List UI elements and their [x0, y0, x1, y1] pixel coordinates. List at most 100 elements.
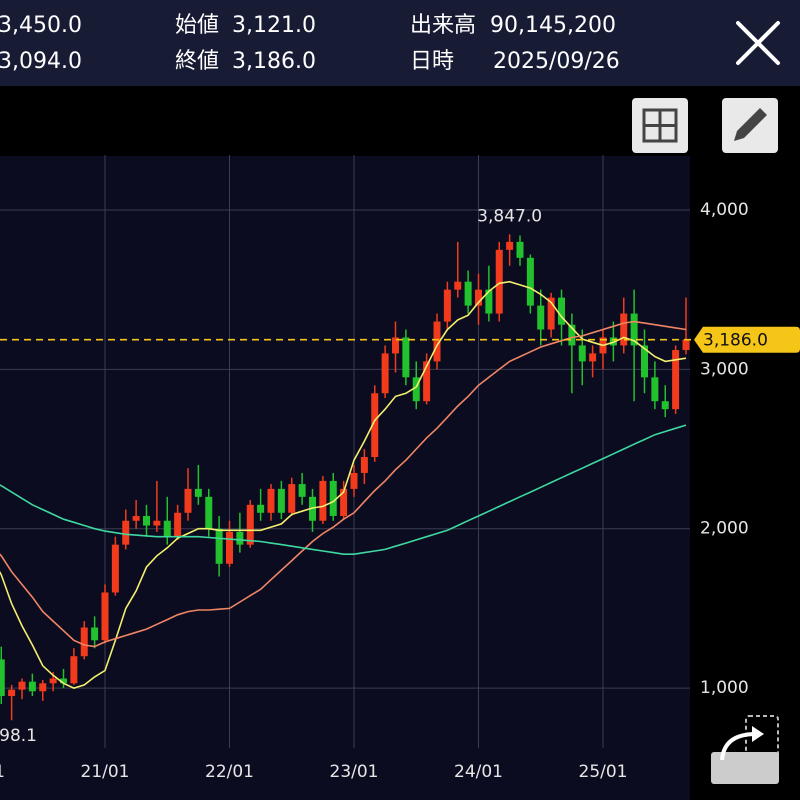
- y-tick-label: 3,000: [700, 359, 749, 379]
- candle-body: [672, 350, 680, 410]
- candle-body: [475, 289, 482, 306]
- y-tick-label: 1,000: [700, 678, 749, 698]
- candle-body: [39, 683, 47, 692]
- candle-body: [526, 257, 534, 306]
- candle-body: [578, 345, 586, 362]
- candle-body: [8, 689, 16, 697]
- candle-body: [433, 321, 441, 362]
- plot: 1,000 2,000 3,000 4,000 20/01 21/01 22/01 23/01…: [0, 155, 800, 782]
- moving-average-line: [0, 280, 687, 689]
- candle-body: [589, 353, 597, 362]
- candle-body: [80, 627, 88, 657]
- x-tick-label: 21/01: [81, 762, 130, 782]
- candle-body: [236, 531, 244, 545]
- rotate-button[interactable]: [711, 715, 779, 784]
- candle-body: [661, 401, 669, 410]
- candle-body: [101, 592, 109, 641]
- last-price-badge: [694, 326, 800, 353]
- candle-body: [226, 531, 233, 564]
- volume-label: 出来高: [410, 13, 476, 38]
- candle-body: [630, 313, 638, 346]
- open-value: 3,121.0: [232, 13, 316, 38]
- candle-body: [423, 361, 431, 402]
- candle-body: [257, 504, 265, 513]
- candle-body: [132, 515, 140, 521]
- candle-body: [537, 305, 545, 330]
- y-tick-label: 4,000: [700, 200, 749, 220]
- volume-value: 90,145,200: [490, 13, 616, 38]
- candle-body: [485, 289, 493, 314]
- candle-body: [205, 496, 213, 529]
- candle-body: [620, 313, 628, 346]
- candle-body: [91, 627, 99, 641]
- moving-average-line: [0, 320, 687, 648]
- candle-body: [70, 656, 78, 684]
- candle-body: [163, 520, 171, 537]
- date-label: 日時: [410, 49, 454, 74]
- last-price-label: 3,186.0: [703, 331, 768, 351]
- candle-body: [143, 515, 150, 526]
- candle-body: [288, 484, 296, 513]
- candle-body: [392, 337, 399, 354]
- candle-body: [174, 512, 182, 537]
- candle-body: [402, 337, 410, 378]
- candle-body: [329, 480, 337, 516]
- candle-body: [495, 249, 503, 314]
- draw-button[interactable]: [722, 98, 778, 153]
- close-label: 終値: [175, 49, 219, 74]
- candle-body: [122, 520, 130, 545]
- candle-body: [568, 324, 576, 346]
- low-value: 3,094.0: [0, 49, 82, 74]
- candle-body: [412, 377, 420, 402]
- candle-body: [454, 281, 462, 290]
- candle-body: [516, 241, 524, 258]
- y-tick-label: 2,000: [700, 519, 749, 539]
- candle-body: [350, 472, 358, 489]
- candle-body: [267, 488, 275, 513]
- candle-body: [319, 480, 327, 521]
- candle-body: [277, 488, 285, 513]
- x-tick-label: 22/01: [205, 762, 254, 782]
- candle-body: [651, 377, 659, 402]
- trough-label: 798.1: [0, 726, 37, 746]
- candle-body: [194, 488, 202, 497]
- x-tick-label: 25/01: [579, 762, 628, 782]
- open-label: 始値: [175, 13, 219, 38]
- candle-body: [443, 289, 451, 322]
- candle-body: [558, 297, 565, 325]
- candle-body: [28, 681, 36, 692]
- x-tick-label: 24/01: [454, 762, 503, 782]
- candle-body: [246, 504, 254, 545]
- date-value: 2025/09/26: [493, 49, 620, 74]
- moving-average-line: [0, 424, 687, 555]
- candle-body: [18, 681, 26, 690]
- peak-label: 3,847.0: [477, 206, 542, 226]
- candle-body: [641, 345, 648, 378]
- candle-body: [506, 241, 514, 250]
- axis-area: [690, 156, 800, 800]
- candle-body: [298, 484, 306, 497]
- candle-body: [682, 339, 690, 351]
- candle-body: [340, 488, 348, 516]
- candle-body: [464, 281, 472, 306]
- candle-body: [0, 659, 5, 697]
- candle-body: [60, 678, 67, 684]
- header-bar: [0, 0, 800, 86]
- candle-body: [547, 297, 555, 330]
- layout-button[interactable]: [632, 98, 688, 153]
- plot-area: [0, 156, 690, 800]
- candle-body: [360, 456, 368, 473]
- candle-body: [381, 353, 389, 394]
- candle-body: [184, 488, 192, 513]
- candle-body: [49, 678, 57, 684]
- close-value: 3,186.0: [232, 49, 316, 74]
- candle-body: [371, 393, 379, 457]
- high-value: 3,450.0: [0, 13, 82, 38]
- candle-body: [215, 528, 223, 564]
- x-tick-label: 20/01: [0, 762, 5, 782]
- candle-body: [153, 520, 161, 526]
- close-button[interactable]: [736, 21, 780, 65]
- candle-body: [111, 544, 119, 593]
